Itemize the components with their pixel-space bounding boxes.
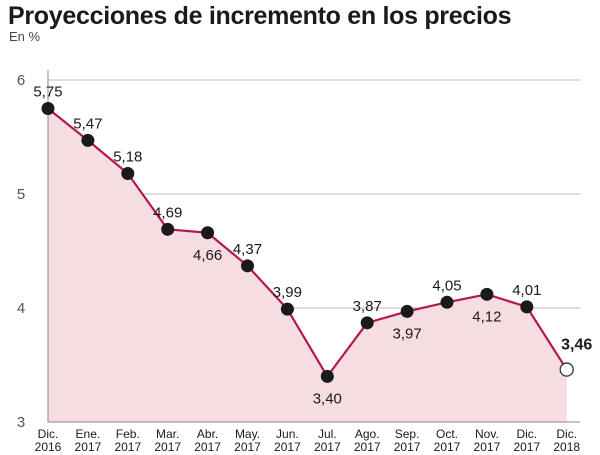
data-label: 3,87 [353, 298, 382, 315]
data-point [480, 287, 494, 301]
x-tick-label: Mar. 2017 [154, 427, 181, 454]
data-point [559, 362, 574, 377]
data-point [360, 316, 374, 330]
data-point [520, 300, 534, 314]
data-label: 4,66 [193, 247, 222, 264]
x-axis-ticks: Dic. 2016 Ene. 2017 Feb. 2017 Mar. 2017 Abr. 2017… [35, 427, 581, 454]
data-labels: 5,75 5,47 5,18 4,69 4,66 4,37 3,99 3,40 3,87 3,97… [33, 84, 592, 408]
data-points [41, 102, 574, 383]
data-label: 4,12 [472, 308, 501, 325]
data-point [400, 304, 414, 318]
data-point [161, 222, 175, 236]
chart-title: Proyecciones de incremento en los precio… [8, 2, 512, 30]
data-point [280, 302, 294, 316]
data-label: 5,75 [33, 84, 62, 101]
x-tick-label: Dic. 2018 [553, 427, 580, 454]
x-tick-label: Dic. 2017 [513, 427, 540, 454]
x-tick-label: Oct. 2017 [434, 427, 461, 454]
data-point [241, 259, 254, 273]
x-tick-label: Dic. 2016 [35, 427, 62, 454]
x-tick-label: Jun. 2017 [274, 427, 301, 454]
series-line [47, 107, 568, 378]
data-label: 3,97 [392, 325, 421, 342]
x-tick-label: May. 2017 [234, 427, 261, 454]
x-tick-label: Ago. 2017 [354, 427, 381, 454]
data-point [440, 295, 454, 309]
x-tick-label: Feb. 2017 [114, 427, 141, 454]
data-label: 5,47 [73, 115, 102, 132]
data-label: 4,37 [233, 241, 262, 258]
data-label: 4,05 [432, 277, 461, 294]
y-tick-label: 4 [17, 300, 25, 317]
x-tick-label: Ene. 2017 [75, 427, 102, 454]
y-tick-label: 6 [17, 72, 25, 89]
data-point [81, 133, 95, 147]
x-tick-label: Sep. 2017 [394, 427, 421, 454]
area-fill [48, 108, 567, 422]
data-label: 3,99 [273, 284, 302, 301]
y-axis-ticks: 3 4 5 6 [17, 72, 25, 431]
data-label: 5,18 [113, 148, 142, 165]
x-tick-label: Abr. 2017 [194, 427, 221, 454]
chart-subtitle: En % [9, 29, 41, 44]
data-label: 3,40 [313, 390, 342, 407]
x-tick-label: Jul. 2017 [314, 427, 341, 454]
data-point [320, 369, 334, 383]
data-point [41, 102, 55, 115]
data-label: 4,01 [512, 282, 541, 299]
data-label: 4,69 [153, 204, 182, 221]
data-point [121, 166, 135, 180]
data-point [201, 226, 215, 240]
y-tick-label: 5 [17, 186, 25, 203]
y-tick-label: 3 [17, 414, 25, 431]
x-tick-label: Nov. 2017 [474, 427, 501, 454]
axes [47, 70, 580, 423]
data-label: 3,46 [561, 337, 592, 354]
